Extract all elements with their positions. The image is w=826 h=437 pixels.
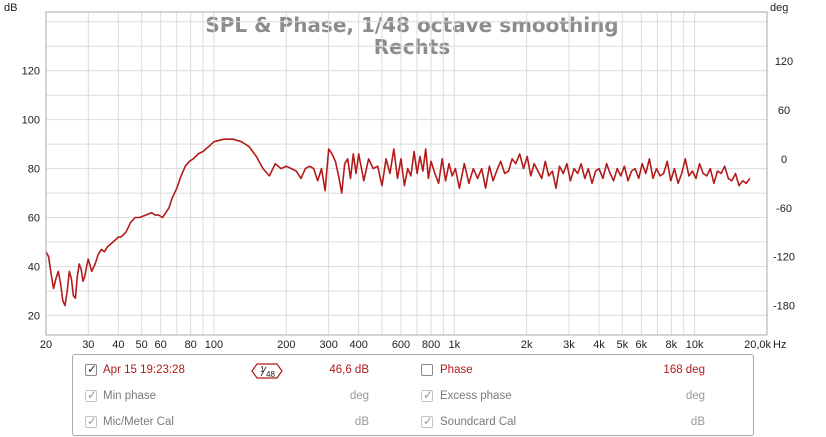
x-tick-label: 100 bbox=[205, 339, 223, 351]
plot-area[interactable] bbox=[45, 138, 751, 307]
x-tick-label: 200 bbox=[277, 339, 295, 351]
x-tick-label: 1k bbox=[449, 339, 461, 351]
mic-cal-checkbox[interactable] bbox=[85, 414, 97, 428]
y-left-tick-label: 60 bbox=[28, 213, 40, 225]
mic-cal-label: Mic/Meter Cal bbox=[103, 416, 174, 428]
soundcard-cal-value: dB bbox=[690, 416, 705, 428]
x-tick-label: 20,0k bbox=[744, 339, 771, 351]
min-phase-value: deg bbox=[349, 390, 369, 402]
y-right-tick-label: 0 bbox=[781, 154, 787, 166]
measurement-label: Apr 15 19:23:28 bbox=[103, 364, 185, 376]
min-phase-label: Min phase bbox=[103, 390, 157, 402]
x-tick-label: 5k bbox=[616, 339, 628, 351]
excess-phase-value: deg bbox=[685, 390, 705, 402]
chart-subtitle: Rechts bbox=[374, 35, 451, 59]
smoothing-numerator: 1 bbox=[260, 365, 265, 374]
legend-panel: Apr 15 19:23:28 1 48 46,6 dB Phase 168 d… bbox=[72, 354, 754, 436]
y-right-tick-label: -60 bbox=[776, 203, 792, 215]
x-tick-label: 600 bbox=[392, 339, 410, 351]
y-right-tick-label: 60 bbox=[778, 105, 790, 117]
grid bbox=[45, 12, 768, 335]
x-tick-label: 40 bbox=[112, 339, 124, 351]
y-left-tick-label: 40 bbox=[28, 261, 40, 273]
y-right-unit: deg bbox=[770, 2, 788, 14]
measurement-checkbox[interactable] bbox=[85, 362, 97, 376]
y-right-tick-label: -180 bbox=[773, 301, 795, 313]
y-left-tick-label: 20 bbox=[28, 310, 40, 322]
x-unit: Hz bbox=[773, 339, 786, 351]
x-tick-label: 50 bbox=[136, 339, 148, 351]
phase-checkbox[interactable] bbox=[421, 364, 433, 376]
measurement-value: 46,6 dB bbox=[329, 364, 369, 376]
min-phase-checkbox[interactable] bbox=[85, 388, 97, 402]
spl-phase-chart: SPL & Phase, 1/48 octave smoothing Recht… bbox=[4, 2, 795, 351]
x-tick-label: 300 bbox=[319, 339, 337, 351]
mic-cal-value: dB bbox=[354, 416, 369, 428]
smoothing-indicator[interactable]: 1 48 bbox=[251, 363, 283, 379]
x-tick-label: 3k bbox=[563, 339, 575, 351]
y-left-unit: dB bbox=[4, 2, 17, 14]
x-tick-label: 80 bbox=[185, 339, 197, 351]
spl-trace-line bbox=[45, 138, 751, 307]
excess-phase-checkbox[interactable] bbox=[421, 388, 433, 402]
axis-labels: 20 40 60 80 100 120 -180 -120 -60 0 60 120 20 30 40 50 6… bbox=[22, 56, 795, 351]
legend-row-min-phase: Min phase deg Excess phase deg bbox=[73, 388, 753, 406]
phase-label: Phase bbox=[440, 364, 473, 376]
x-tick-label: 20 bbox=[40, 339, 52, 351]
y-left-tick-label: 100 bbox=[22, 115, 40, 127]
legend-row-measurement: Apr 15 19:23:28 1 48 46,6 dB Phase 168 d… bbox=[73, 362, 753, 380]
chart-title: SPL & Phase, 1/48 octave smoothing bbox=[205, 13, 618, 37]
y-left-tick-label: 120 bbox=[22, 66, 40, 78]
x-tick-label: 2k bbox=[521, 339, 533, 351]
smoothing-denominator: 48 bbox=[266, 370, 275, 379]
soundcard-cal-checkbox[interactable] bbox=[421, 414, 433, 428]
y-left-tick-label: 80 bbox=[28, 164, 40, 176]
x-tick-label: 8k bbox=[666, 339, 678, 351]
x-tick-label: 800 bbox=[422, 339, 440, 351]
x-tick-label: 4k bbox=[593, 339, 605, 351]
plot-frame bbox=[45, 11, 768, 336]
y-right-tick-label: -120 bbox=[773, 252, 795, 264]
legend-row-mic-cal: Mic/Meter Cal dB Soundcard Cal dB bbox=[73, 414, 753, 432]
x-tick-label: 6k bbox=[636, 339, 648, 351]
x-tick-label: 10k bbox=[686, 339, 704, 351]
phase-value: 168 deg bbox=[663, 364, 705, 376]
soundcard-cal-label: Soundcard Cal bbox=[440, 416, 517, 428]
excess-phase-label: Excess phase bbox=[440, 390, 512, 402]
x-tick-label: 60 bbox=[155, 339, 167, 351]
x-tick-label: 400 bbox=[350, 339, 368, 351]
x-tick-label: 30 bbox=[82, 339, 94, 351]
y-right-tick-label: 120 bbox=[775, 56, 793, 68]
